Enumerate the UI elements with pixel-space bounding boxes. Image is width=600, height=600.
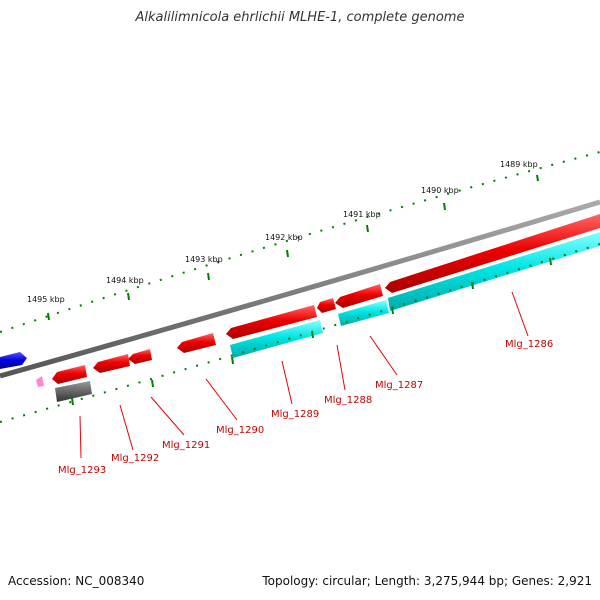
gene-label: Mlg_1291 (162, 440, 210, 451)
gene-label: Mlg_1286 (505, 339, 553, 350)
gene-mlg-1287 (335, 284, 383, 308)
gene-mlg-1291 (128, 349, 152, 364)
major-tick (286, 249, 289, 258)
gene-mlg-1292 (93, 354, 130, 373)
kbp-label: 1494 kbp (106, 276, 144, 285)
gene-blue (0, 352, 27, 369)
gene-mlg-1290 (177, 333, 216, 353)
major-tick (471, 281, 474, 290)
major-tick (127, 292, 130, 301)
gene-label: Mlg_1290 (216, 425, 264, 436)
inner-major-ticks (71, 257, 552, 406)
gene-label: Mlg_1287 (375, 380, 423, 391)
leader-line (119, 404, 134, 451)
major-tick (549, 257, 552, 266)
major-tick (536, 174, 539, 182)
kbp-label: 1489 kbp (500, 160, 538, 169)
major-tick (391, 306, 394, 315)
kbp-label: 1492 kbp (265, 233, 303, 242)
kbp-label: 1490 kbp (421, 186, 459, 195)
major-tick (151, 379, 154, 388)
leader-line (205, 378, 238, 421)
gene-label: Mlg_1292 (111, 453, 159, 464)
gene-mlg-1293 (52, 365, 87, 384)
gene-reverse-1287 (338, 300, 389, 326)
gene-mlg-1288 (317, 298, 336, 313)
gene-gray (55, 381, 92, 402)
major-tick (71, 397, 74, 406)
gene-mlg-1286 (385, 214, 600, 293)
genome-summary-text: Topology: circular; Length: 3,275,944 bp… (262, 574, 592, 588)
gene-pink (36, 376, 44, 387)
map-title: Alkalilimnicola ehrlichii MLHE-1, comple… (135, 10, 465, 25)
kbp-label: 1493 kbp (185, 255, 223, 264)
major-tick (443, 202, 446, 211)
outer-major-ticks (47, 174, 539, 321)
gene-label: Mlg_1289 (271, 409, 319, 420)
major-tick (366, 224, 369, 233)
kbp-label: 1491 kbp (343, 210, 381, 219)
inner-tick-ring (0, 243, 600, 423)
leader-line (369, 335, 398, 376)
kbp-label: 1495 kbp (27, 295, 65, 304)
outer-tick-ring (0, 151, 600, 333)
major-tick (207, 272, 210, 281)
gene-label: Mlg_1293 (58, 465, 106, 476)
leader-line (79, 415, 82, 459)
gene-label: Mlg_1288 (324, 395, 372, 406)
gene-reverse-1286 (388, 232, 600, 311)
major-tick (231, 356, 234, 365)
leader-line (336, 344, 346, 391)
accession-text: Accession: NC_008340 (8, 574, 145, 588)
leader-lines (79, 291, 529, 459)
gene-reverse-1289 (230, 320, 323, 358)
major-tick (47, 312, 50, 321)
leader-line (281, 360, 293, 405)
gene-mlg-1289 (226, 305, 317, 339)
major-tick (311, 330, 314, 339)
leader-line (511, 291, 529, 337)
leader-line (150, 396, 185, 436)
genome-backbone (0, 199, 600, 379)
